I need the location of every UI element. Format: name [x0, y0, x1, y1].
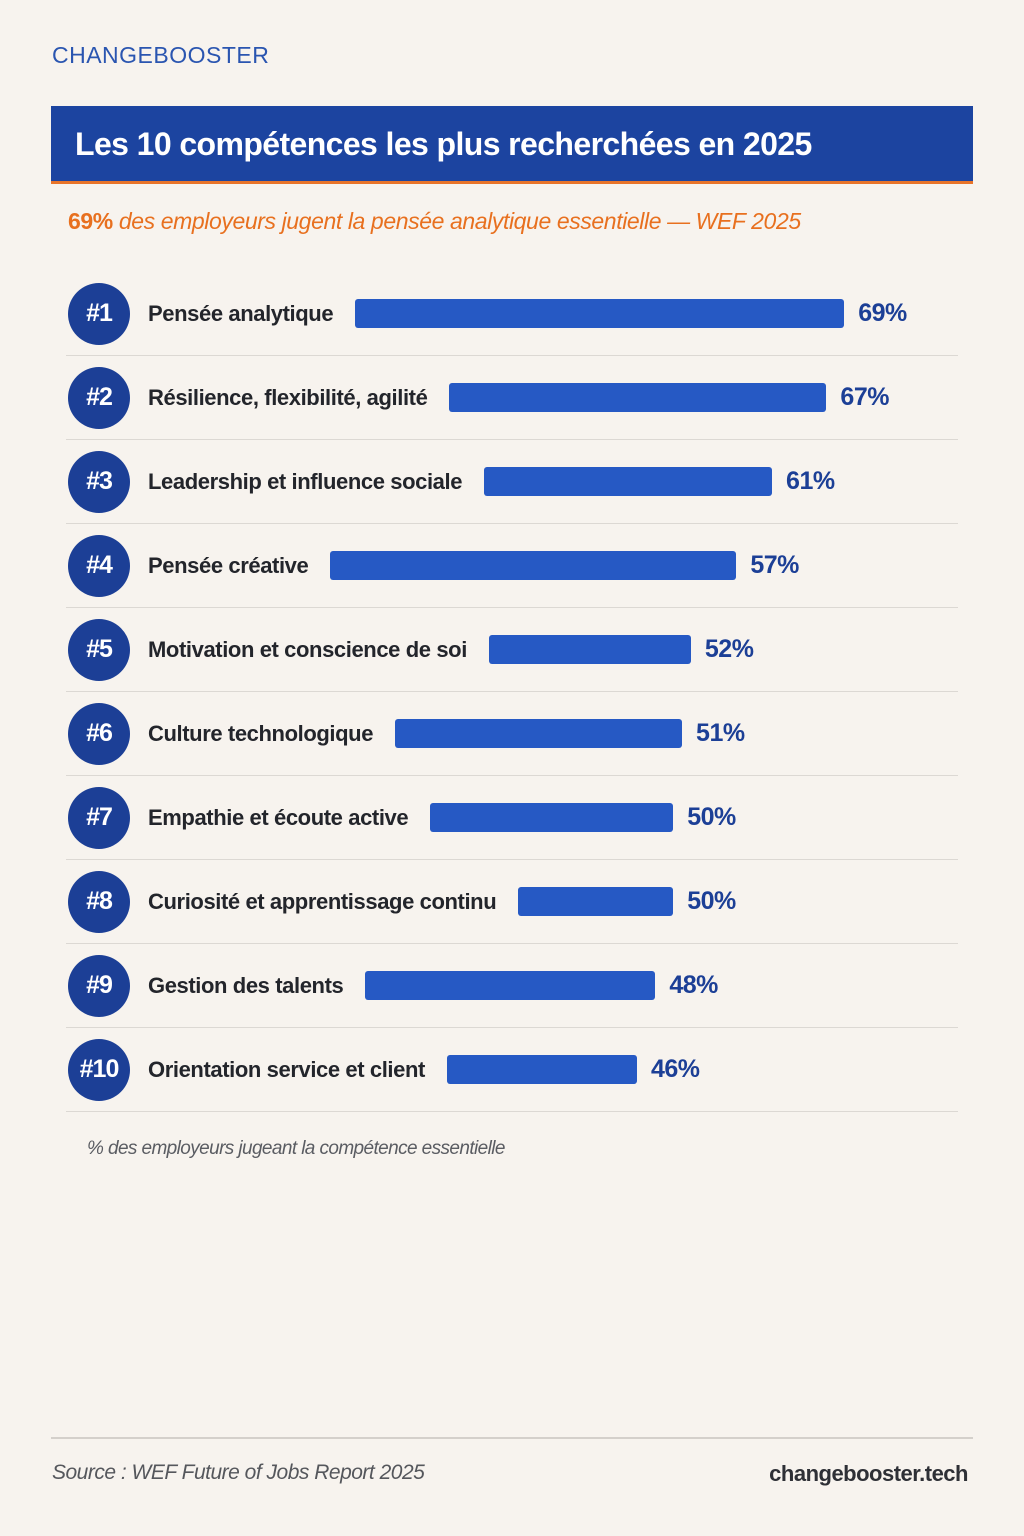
value-label: 61% [786, 467, 835, 495]
bar [446, 1055, 637, 1084]
chart-title: Les 10 compétences les plus recherchées … [75, 126, 812, 162]
chart-note: % des employeurs jugeant la compétence e… [87, 1138, 505, 1159]
bar [488, 635, 691, 664]
category-label: Pensée créative [148, 552, 309, 578]
bar-row: #8 Curiosité et apprentissage continu 50… [66, 860, 958, 944]
bar [430, 803, 674, 832]
bar [365, 971, 656, 1000]
rank-badge: #7 [68, 786, 130, 849]
bar-row: #3 Leadership et influence sociale 61% [66, 440, 958, 524]
category-label: Motivation et conscience de soi [148, 636, 467, 662]
bar [484, 467, 773, 496]
bar [518, 887, 674, 916]
subtitle: 69% des employeurs jugent la pensée anal… [68, 208, 801, 235]
rank-badge: #5 [68, 618, 130, 681]
bar-row: #1 Pensée analytique 69% [66, 272, 958, 356]
footer-divider [51, 1437, 973, 1439]
category-label: Pensée analytique [148, 300, 334, 326]
bar [330, 551, 737, 580]
rank-badge: #4 [68, 534, 130, 597]
title-banner: Les 10 compétences les plus recherchées … [51, 106, 973, 184]
value-label: 50% [687, 803, 736, 831]
value-label: 52% [704, 635, 754, 663]
subtitle-highlight: 69% [68, 208, 113, 234]
bar-row: #4 Pensée créative 57% [66, 524, 958, 608]
subtitle-text: des employeurs jugent la pensée analytiq… [112, 208, 801, 234]
category-label: Curiosité et apprentissage continu [148, 888, 497, 914]
category-label: Culture technologique [148, 720, 374, 746]
bar-row: #6 Culture technologique 51% [66, 692, 958, 776]
value-label: 46% [650, 1055, 700, 1083]
bar [449, 383, 827, 412]
value-label: 51% [696, 719, 745, 747]
value-label: 48% [669, 971, 718, 999]
category-label: Leadership et influence sociale [148, 468, 463, 494]
bar [395, 719, 683, 748]
bar-list: #1 Pensée analytique 69% #2 Résilience, f… [66, 272, 958, 1112]
bar-row: #5 Motivation et conscience de soi 52% [66, 608, 958, 692]
brand-logo: CHANGEBOOSTER [52, 42, 270, 68]
bar [355, 299, 845, 328]
rank-badge: #10 [68, 1038, 130, 1101]
source-text: Source : WEF Future of Jobs Report 2025 [52, 1461, 425, 1484]
category-label: Orientation service et client [148, 1056, 425, 1082]
rank-badge: #6 [68, 702, 130, 765]
value-label: 50% [687, 887, 736, 915]
value-label: 69% [858, 299, 907, 327]
rank-badge: #8 [68, 870, 130, 933]
bar-row: #2 Résilience, flexibilité, agilité 67% [66, 356, 958, 440]
category-label: Empathie et écoute active [148, 804, 409, 830]
category-label: Gestion des talents [148, 972, 344, 998]
value-label: 67% [840, 383, 889, 411]
rank-badge: #3 [68, 450, 130, 513]
bar-row: #7 Empathie et écoute active 50% [66, 776, 958, 860]
rank-badge: #1 [68, 282, 130, 345]
value-label: 57% [750, 551, 799, 579]
category-label: Résilience, flexibilité, agilité [148, 384, 428, 410]
rank-badge: #2 [68, 366, 130, 429]
website-link[interactable]: changebooster.tech [769, 1461, 968, 1486]
bar-row: #9 Gestion des talents 48% [66, 944, 958, 1028]
rank-badge: #9 [68, 954, 130, 1017]
bar-row: #10 Orientation service et client 46% [66, 1028, 958, 1112]
